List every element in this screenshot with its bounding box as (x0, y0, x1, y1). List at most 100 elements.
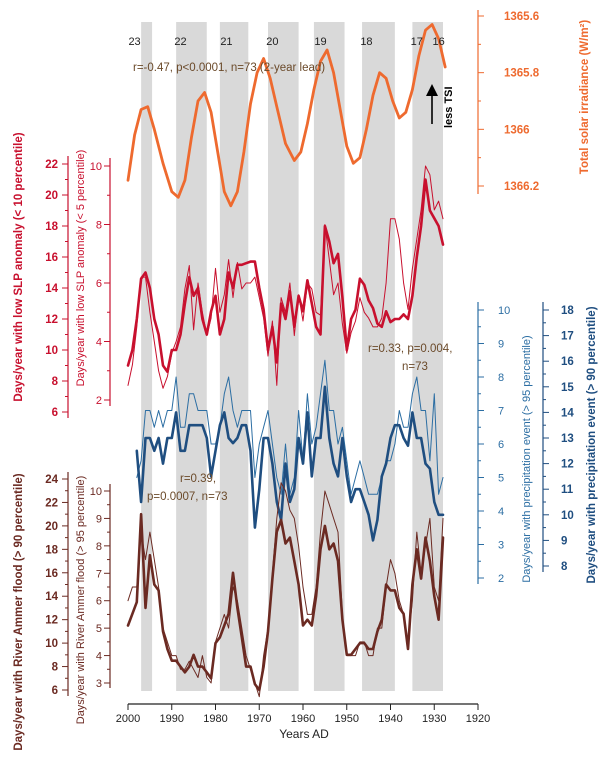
slp-correlation-line1: r=0.33, p=0.004, (368, 343, 452, 355)
x-tick-label: 1990 (160, 713, 184, 725)
flood95-tick-label: 6 (96, 596, 102, 608)
slp5-axis-title: Days/year with low SLP anomaly (< 5 perc… (75, 150, 87, 387)
flood95-tick-label: 4 (96, 651, 102, 663)
prec95-tick-label: 10 (498, 305, 510, 317)
series-slp10 (126, 178, 445, 374)
shaded-band (362, 22, 395, 691)
prec90-tick-label: 12 (561, 459, 574, 471)
slp10-tick-label: 10 (45, 345, 58, 357)
prec90-tick-label: 18 (561, 305, 574, 317)
x-tick-label: 2000 (116, 713, 140, 725)
series-prec90 (135, 385, 445, 542)
prec90-tick-label: 9 (561, 535, 567, 547)
flood95-tick-label: 9 (96, 513, 102, 525)
prec90-tick-label: 14 (561, 407, 574, 419)
x-tick-label: 1940 (378, 713, 402, 725)
prec95-tick-label: 6 (498, 439, 504, 451)
tsi-tick-label: 1366.2 (504, 181, 539, 193)
tsi-tick-label: 1366 (504, 124, 530, 136)
prec90-axis-title: Days/year with precipitation event (> 90… (586, 306, 598, 583)
flood90-tick-label: 22 (45, 497, 58, 509)
flood95-tick-label: 10 (90, 486, 102, 498)
prec95-tick-label: 3 (498, 540, 504, 552)
prec90-tick-label: 13 (561, 433, 574, 445)
flood-correlation-line2: p=0.0007, n=73 (147, 491, 228, 503)
prec95-tick-label: 2 (498, 573, 504, 585)
cycle-label: 22 (174, 36, 186, 48)
flood90-tick-label: 10 (45, 638, 58, 650)
x-tick-label: 1920 (466, 713, 490, 725)
slp10-tick-label: 20 (45, 190, 58, 202)
prec90-tick-label: 16 (561, 356, 574, 368)
slp10-tick-label: 14 (45, 283, 58, 295)
x-tick-label: 1970 (247, 713, 271, 725)
flood90-tick-label: 16 (45, 568, 58, 580)
slp10-axis-title: Days/year with low SLP anomaly (< 10 per… (13, 132, 25, 401)
flood-correlation-line1: r=0.39, (180, 473, 216, 485)
shaded-band (412, 22, 443, 691)
flood95-axis-title: Days/year with River Ammer flood (> 95 p… (75, 476, 87, 725)
tsi-axis-title: Total solar irradiance (W/m²) (579, 20, 591, 175)
cycle-label: 17 (411, 36, 423, 48)
less-tsi-arrow-icon (426, 84, 438, 124)
cycle-label: 16 (433, 36, 445, 48)
cycle-label: 19 (314, 36, 326, 48)
slp5-tick-label: 6 (96, 278, 102, 290)
less-tsi-label: less TSI (443, 86, 455, 128)
axes: 2000 1990 1980 1970 1960 1950 1940 1930 19201365… (45, 10, 574, 725)
flood90-tick-label: 20 (45, 521, 58, 533)
slp5-tick-label: 4 (96, 337, 102, 349)
prec95-tick-label: 5 (498, 473, 504, 485)
flood90-tick-label: 18 (45, 544, 58, 556)
slp10-tick-label: 8 (52, 376, 59, 388)
flood95-tick-label: 8 (96, 541, 102, 553)
slp10-tick-label: 16 (45, 252, 58, 264)
slp5-tick-label: 8 (96, 220, 102, 232)
tsi-correlation: r=-0.47, p<0.0001, n=73 (2-year lead) (133, 62, 325, 74)
series-flood95 (127, 482, 444, 698)
flood95-tick-label: 3 (96, 678, 102, 690)
x-tick-label: 1980 (203, 713, 227, 725)
cycle-labels: 23 22 21 20 19 18 17 16 (128, 36, 444, 48)
shaded-band (176, 22, 207, 691)
cycle-label: 20 (266, 36, 278, 48)
prec95-tick-label: 7 (498, 406, 504, 418)
tsi-tick-label: 1365.8 (504, 68, 540, 80)
prec95-tick-label: 8 (498, 372, 504, 384)
slp-correlation-line2: n=73 (402, 361, 428, 373)
shaded-band (141, 22, 153, 691)
flood95-tick-label: 5 (96, 623, 102, 635)
x-axis-title: Years AD (279, 727, 329, 741)
prec90-tick-label: 11 (561, 484, 574, 496)
flood90-tick-label: 8 (52, 662, 59, 674)
slp10-tick-label: 12 (45, 314, 58, 326)
cycle-label: 23 (128, 36, 140, 48)
prec95-tick-label: 4 (498, 506, 504, 518)
tsi-tick-label: 1365.6 (504, 11, 539, 23)
x-tick-label: 1930 (422, 713, 446, 725)
flood90-tick-label: 6 (52, 685, 58, 697)
slp10-tick-label: 22 (45, 159, 58, 171)
slp10-tick-label: 6 (52, 407, 58, 419)
series-lines (126, 23, 447, 698)
slp5-tick-label: 2 (96, 395, 102, 407)
series-flood90 (126, 512, 445, 692)
cycle-label: 18 (360, 36, 372, 48)
x-tick-label: 1960 (291, 713, 315, 725)
flood90-axis-title: Days/year with River Ammer flood (> 90 p… (13, 473, 25, 750)
x-tick-label: 1950 (335, 713, 359, 725)
slp10-tick-label: 18 (45, 221, 58, 233)
flood90-tick-label: 14 (45, 591, 58, 603)
flood95-tick-label: 7 (96, 568, 102, 580)
flood90-tick-label: 12 (45, 615, 58, 627)
prec90-tick-label: 10 (561, 510, 574, 522)
prec90-tick-label: 15 (561, 382, 574, 394)
prec90-tick-label: 17 (561, 331, 574, 343)
slp5-tick-label: 10 (90, 161, 102, 173)
series-tsi (126, 23, 447, 208)
flood90-tick-label: 24 (45, 474, 58, 486)
prec95-axis-title: Days/year with precipitation event (> 95… (521, 335, 533, 582)
prec90-tick-label: 8 (561, 561, 568, 573)
cycle-label: 21 (220, 36, 232, 48)
